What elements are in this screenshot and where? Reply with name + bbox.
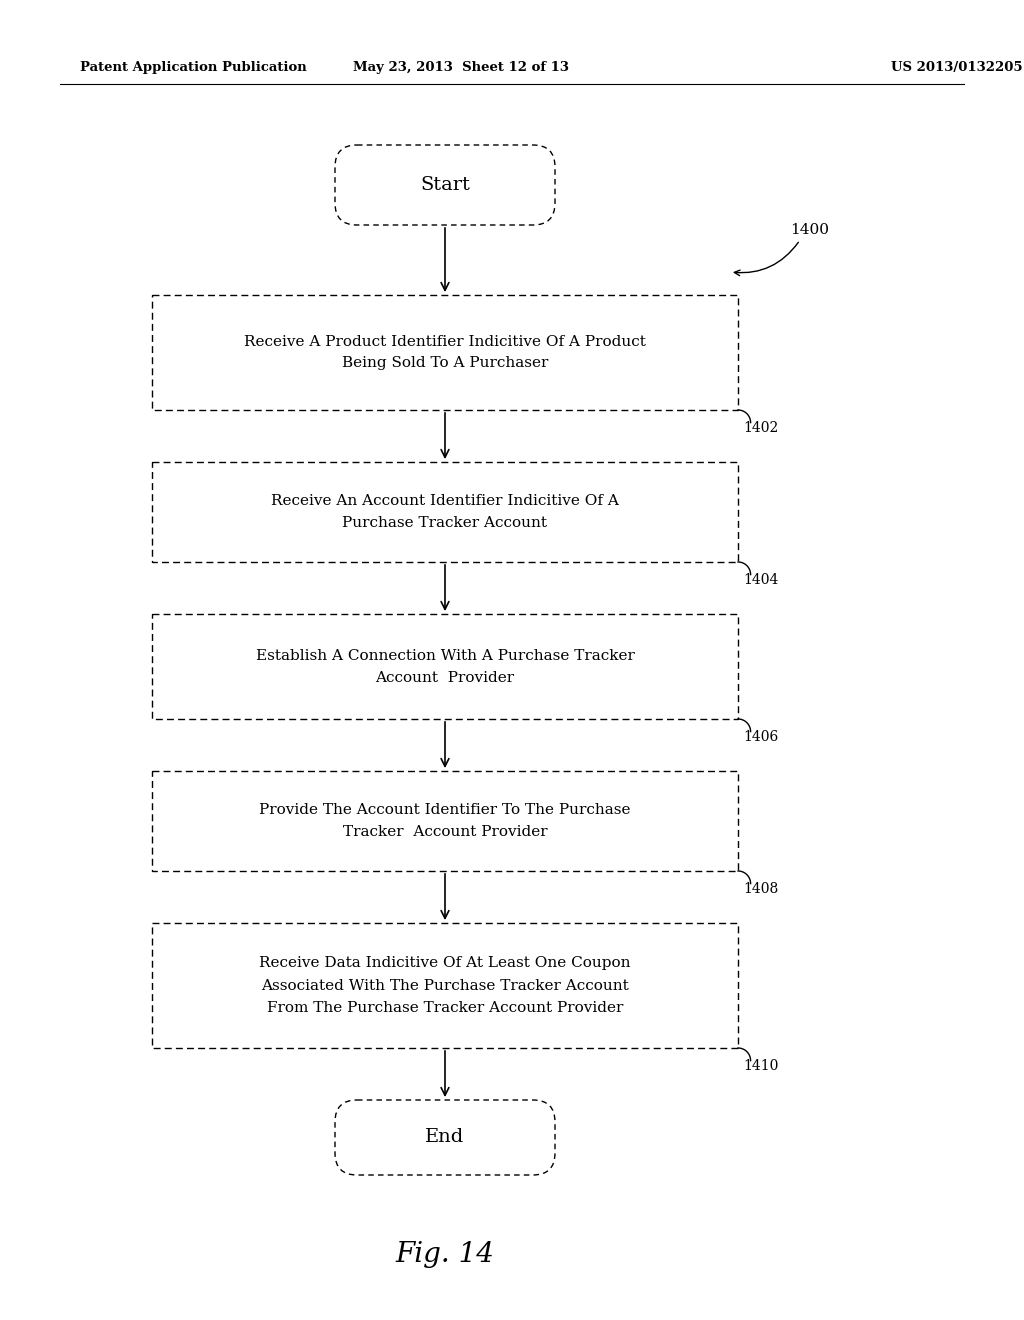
- Bar: [152, 294, 738, 411]
- Bar: [152, 614, 738, 719]
- FancyBboxPatch shape: [335, 1100, 555, 1175]
- Text: Start: Start: [420, 176, 470, 194]
- Text: Fig. 14: Fig. 14: [395, 1242, 495, 1269]
- Text: Account  Provider: Account Provider: [376, 671, 515, 685]
- Text: US 2013/0132205 A1: US 2013/0132205 A1: [891, 62, 1024, 74]
- Text: 1406: 1406: [743, 730, 778, 744]
- Bar: [152, 771, 738, 871]
- Text: Associated With The Purchase Tracker Account: Associated With The Purchase Tracker Acc…: [261, 978, 629, 993]
- Text: Provide The Account Identifier To The Purchase: Provide The Account Identifier To The Pu…: [259, 803, 631, 817]
- Bar: [152, 462, 738, 562]
- FancyBboxPatch shape: [335, 145, 555, 224]
- Text: 1410: 1410: [743, 1059, 778, 1073]
- Text: Receive Data Indicitive Of At Least One Coupon: Receive Data Indicitive Of At Least One …: [259, 957, 631, 970]
- Text: 1404: 1404: [743, 573, 778, 587]
- Text: Establish A Connection With A Purchase Tracker: Establish A Connection With A Purchase T…: [256, 648, 635, 663]
- Text: Tracker  Account Provider: Tracker Account Provider: [343, 825, 547, 840]
- Text: 1408: 1408: [743, 882, 778, 896]
- Text: Receive A Product Identifier Indicitive Of A Product: Receive A Product Identifier Indicitive …: [244, 334, 646, 348]
- Text: Receive An Account Identifier Indicitive Of A: Receive An Account Identifier Indicitive…: [271, 494, 618, 508]
- Text: 1400: 1400: [790, 223, 829, 238]
- Bar: [152, 923, 738, 1048]
- Text: Being Sold To A Purchaser: Being Sold To A Purchaser: [342, 356, 548, 371]
- Text: 1402: 1402: [743, 421, 778, 436]
- Text: End: End: [425, 1129, 465, 1147]
- Text: Purchase Tracker Account: Purchase Tracker Account: [342, 516, 548, 531]
- Text: From The Purchase Tracker Account Provider: From The Purchase Tracker Account Provid…: [267, 1001, 624, 1015]
- Text: May 23, 2013  Sheet 12 of 13: May 23, 2013 Sheet 12 of 13: [353, 62, 568, 74]
- Text: Patent Application Publication: Patent Application Publication: [80, 62, 307, 74]
